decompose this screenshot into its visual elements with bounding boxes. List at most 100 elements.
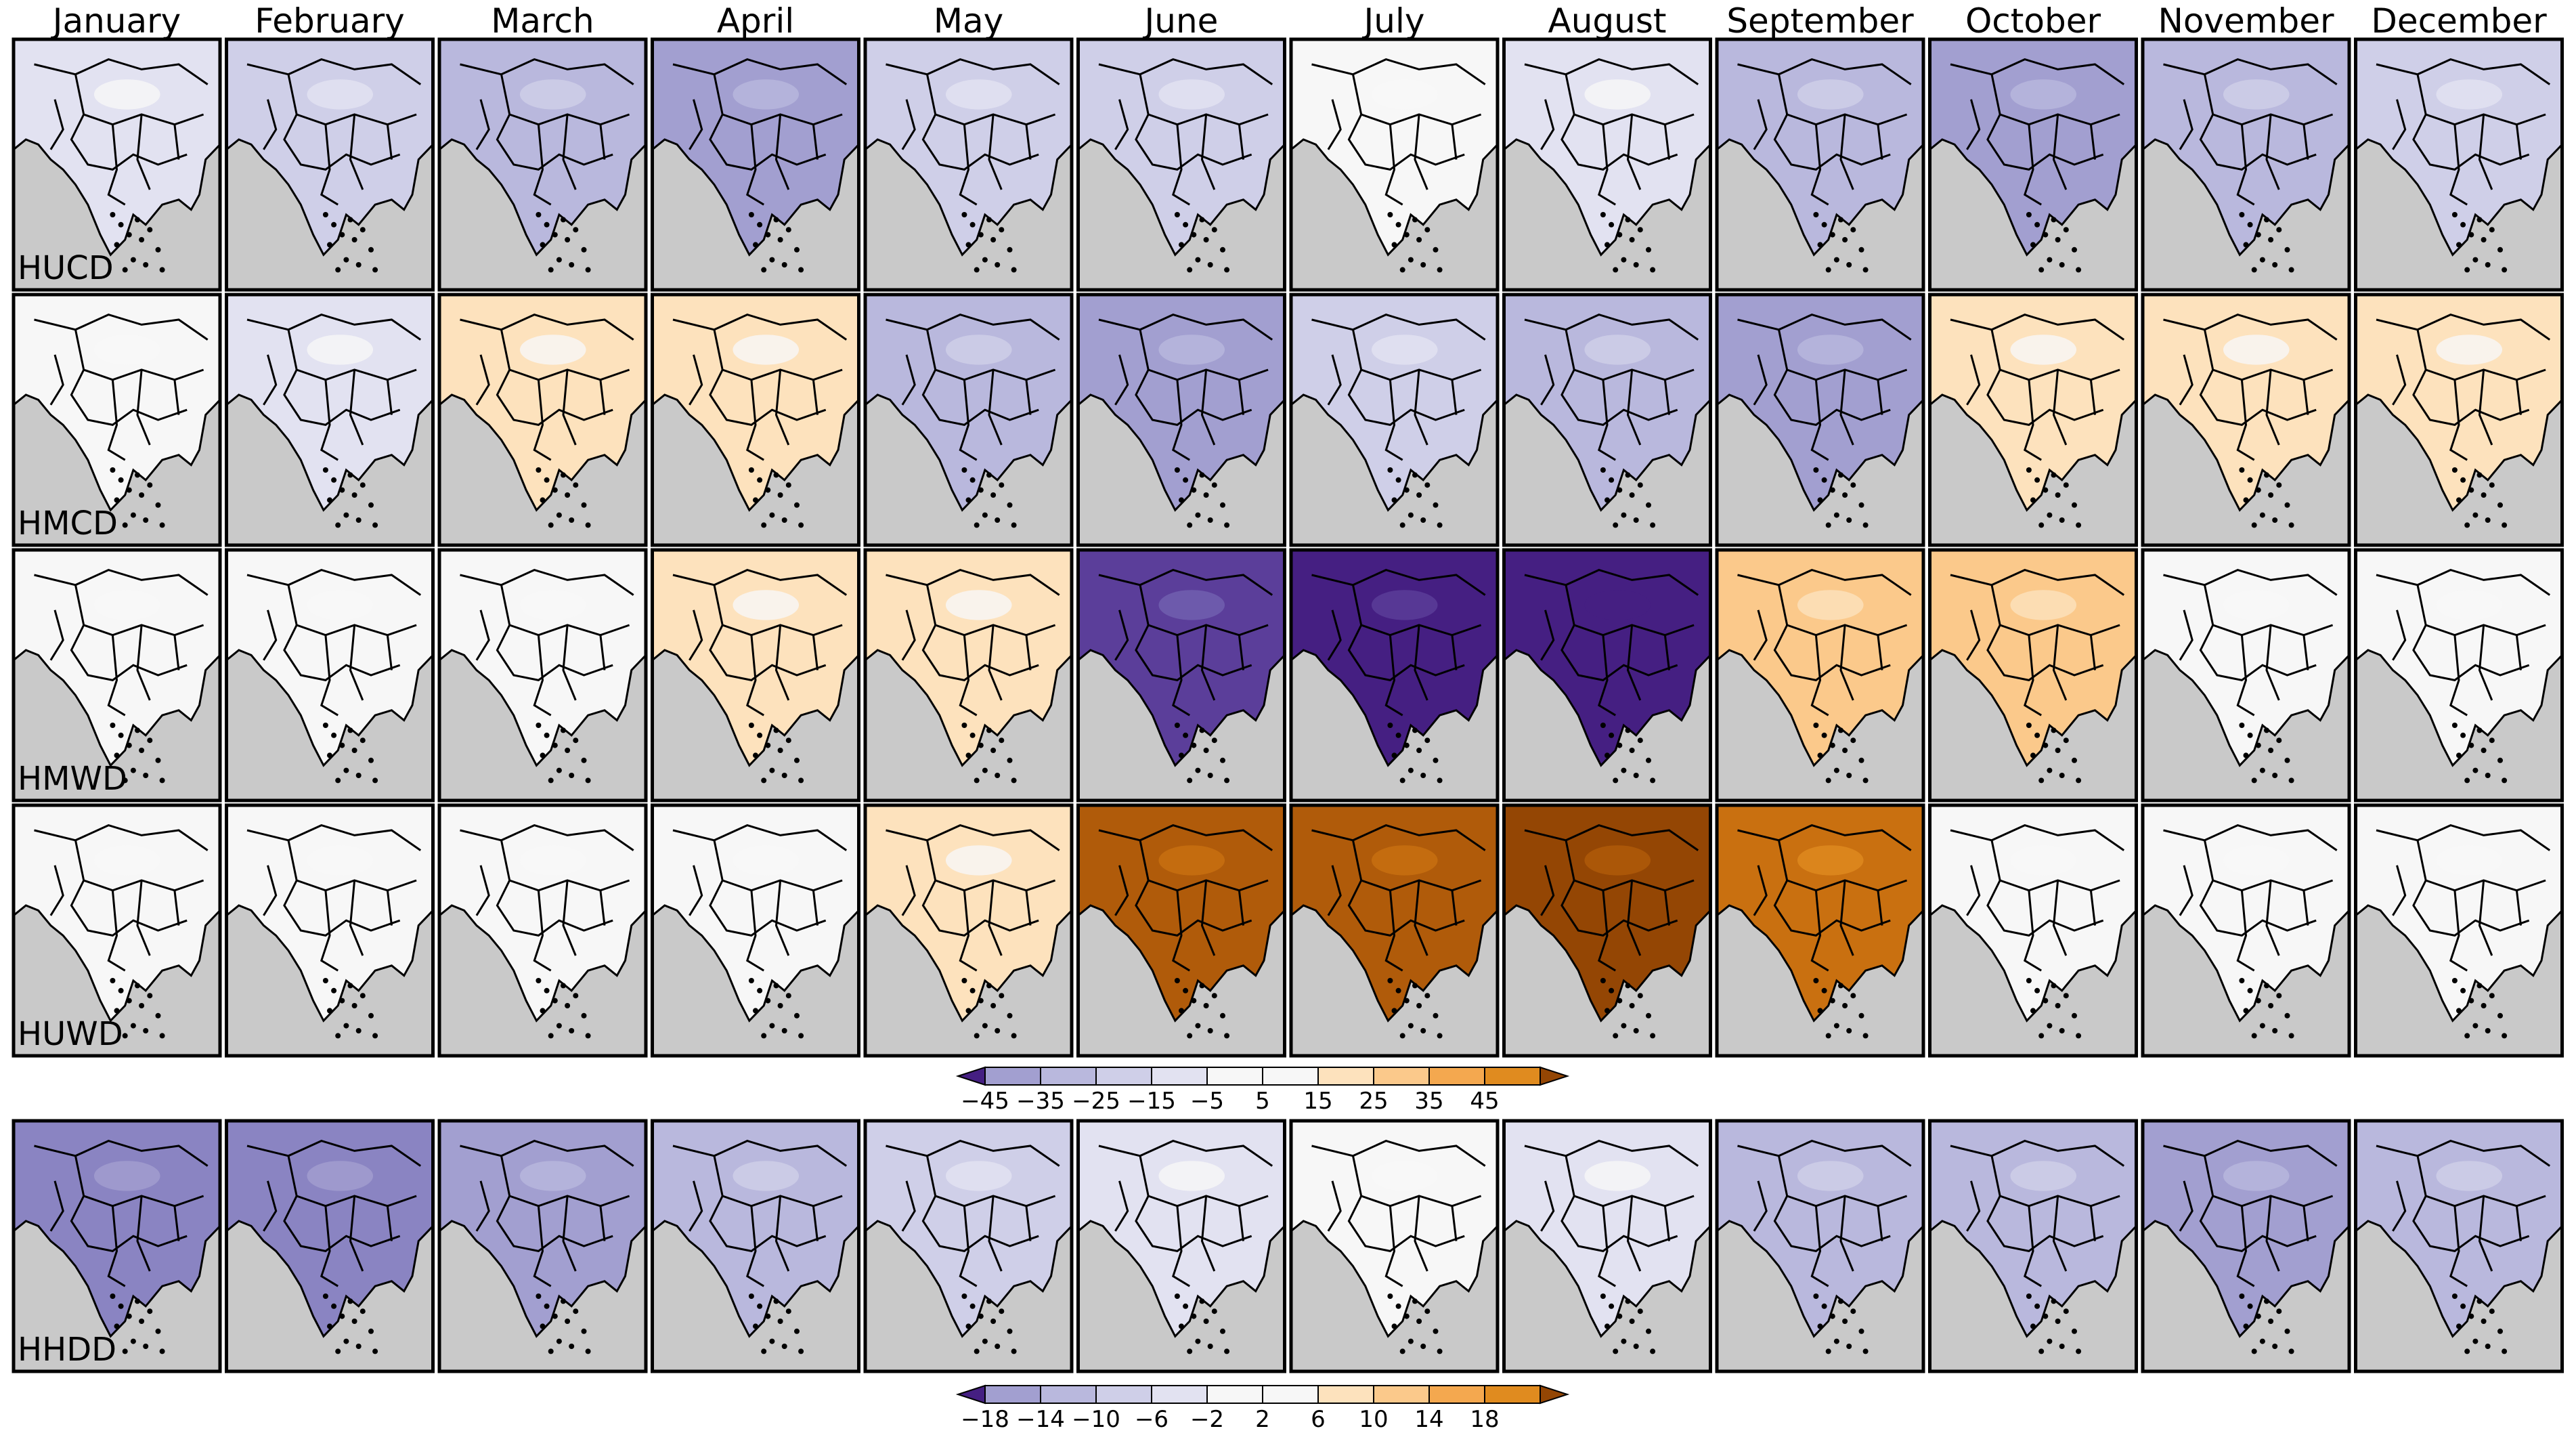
island [748, 1293, 754, 1299]
island [761, 267, 767, 273]
island [126, 742, 132, 748]
country-border [1114, 354, 1129, 406]
country-border [1200, 369, 1216, 446]
island [2272, 517, 2278, 523]
island [1011, 777, 1017, 784]
island [1858, 1328, 1864, 1334]
island [2456, 1323, 2462, 1329]
country-border [283, 1195, 401, 1253]
country-border [320, 1205, 339, 1287]
country-border [283, 114, 401, 171]
island [1646, 502, 1651, 508]
island [1416, 1003, 1422, 1008]
country-border [1025, 124, 1032, 160]
map-panel-huwd-june [1076, 803, 1286, 1058]
coastline [1290, 38, 1499, 257]
island [1179, 242, 1184, 248]
country-border [1877, 379, 1883, 415]
panel-frame [1076, 37, 1286, 292]
island [773, 727, 779, 733]
sea-area [14, 905, 220, 1056]
island [2468, 1313, 2474, 1319]
anomaly-patch [1371, 845, 1438, 876]
island [122, 267, 128, 273]
island [1813, 467, 1819, 473]
island [355, 262, 362, 268]
island [2481, 748, 2487, 753]
island [986, 983, 992, 989]
island [585, 267, 591, 273]
country-border [136, 1195, 151, 1272]
island [1174, 467, 1180, 473]
country-border [1025, 1205, 1032, 1241]
island [1817, 242, 1823, 248]
island [1203, 1003, 1209, 1008]
island [359, 1308, 366, 1314]
map-panel-hucd-november [2141, 37, 2351, 292]
country-border [1598, 379, 1616, 461]
coastline [651, 1119, 860, 1338]
country-border [2163, 569, 2338, 596]
island [122, 522, 128, 528]
country-border [2515, 1205, 2522, 1241]
island [995, 517, 1001, 523]
island [753, 752, 758, 758]
island [2059, 773, 2065, 778]
country-border [901, 609, 916, 661]
island [1821, 1303, 1827, 1309]
island [1220, 757, 1225, 763]
panel-frame [2354, 37, 2564, 292]
country-border [107, 635, 126, 716]
island [573, 227, 579, 233]
island [1199, 1298, 1205, 1304]
country-border [263, 1180, 278, 1232]
country-border [70, 624, 188, 682]
country-border [1990, 74, 2120, 126]
island [2264, 983, 2269, 989]
anomaly-patch [945, 590, 1012, 620]
island [1850, 1308, 1856, 1314]
island [2026, 1293, 2032, 1299]
island [2264, 472, 2269, 478]
island [777, 748, 783, 753]
country-border [320, 379, 339, 461]
country-border [1025, 379, 1032, 415]
country-border [475, 99, 490, 150]
country-border [2179, 1180, 2193, 1232]
country-border [2302, 379, 2309, 415]
anomaly-patch [1797, 79, 1864, 110]
map-panel-hmwd-march [437, 548, 648, 803]
island [1199, 217, 1205, 223]
island [1850, 227, 1856, 233]
country-border [386, 635, 393, 670]
country-border [173, 379, 180, 415]
island [969, 1303, 976, 1309]
sea-area [1291, 650, 1498, 800]
island [1220, 247, 1225, 253]
island [1191, 487, 1197, 493]
island [118, 1303, 124, 1309]
country-border [1327, 99, 1342, 150]
sea-area [1504, 140, 1711, 290]
country-border [1451, 890, 1458, 926]
island [585, 1348, 591, 1354]
island [1011, 1348, 1017, 1354]
panel-frame [1502, 548, 1712, 803]
island [2255, 1313, 2261, 1319]
island [552, 1313, 558, 1319]
island [147, 993, 153, 999]
island [2026, 467, 2032, 473]
island [565, 1003, 571, 1008]
country-border [2089, 124, 2096, 160]
island [536, 723, 542, 728]
country-border [349, 624, 364, 701]
island [2268, 748, 2274, 753]
country-border [1839, 624, 1854, 701]
island [1403, 487, 1410, 493]
island [1617, 998, 1623, 1004]
island [761, 777, 767, 784]
country-border [1327, 354, 1342, 406]
colorbar-box [1206, 1385, 1263, 1404]
map-panel-hmcd-february [225, 293, 435, 547]
island [2272, 262, 2278, 268]
